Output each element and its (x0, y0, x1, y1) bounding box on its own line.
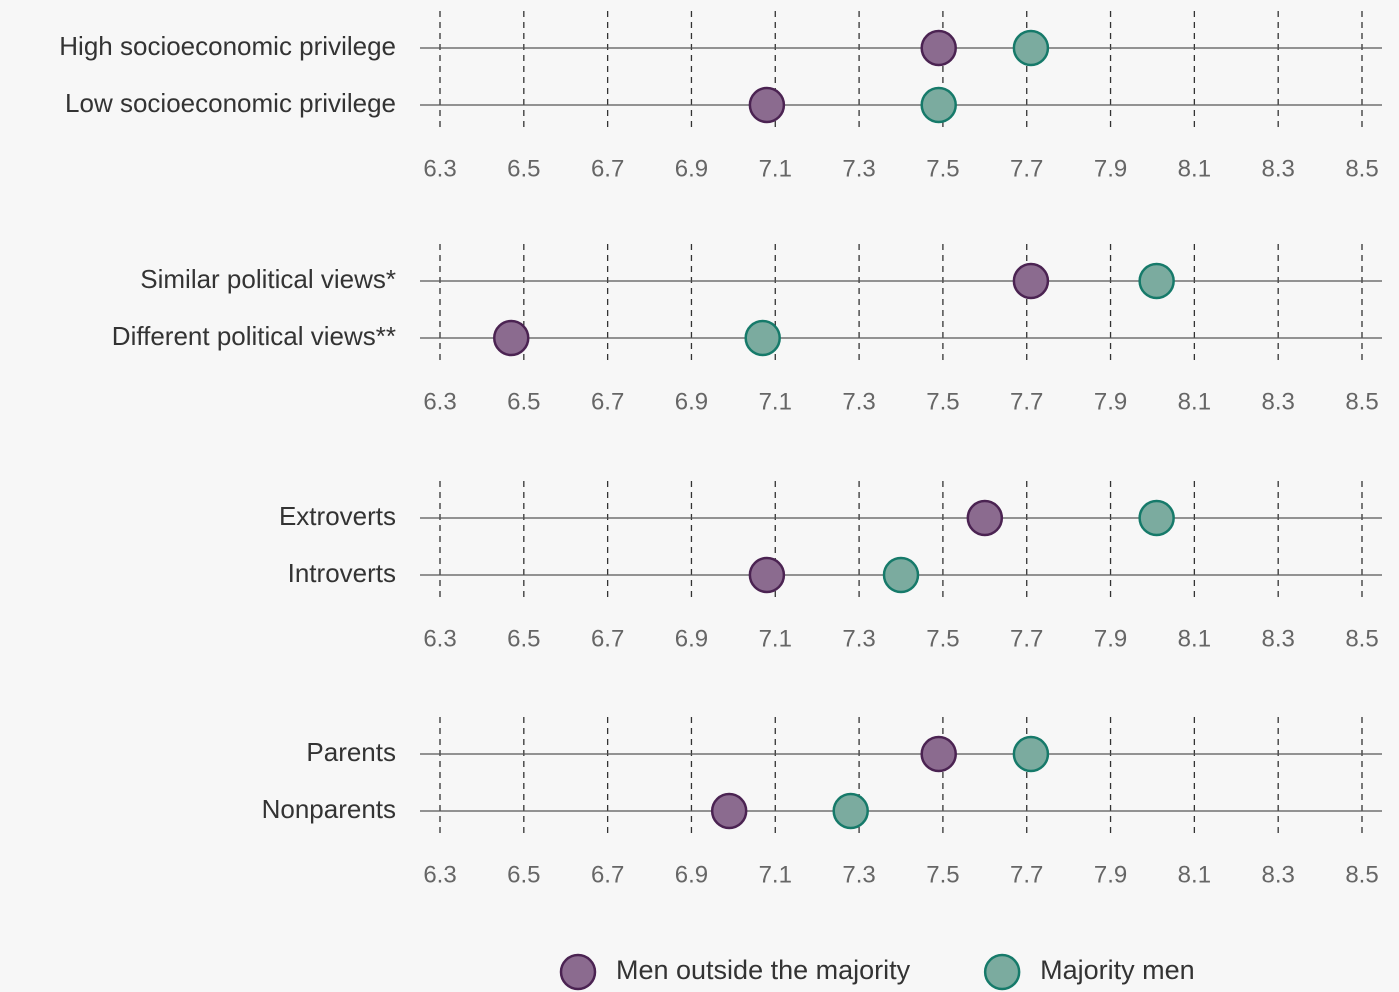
x-tick-label: 8.3 (1261, 861, 1294, 888)
dot (748, 86, 786, 124)
category-label: Low socioeconomic privilege (65, 88, 396, 118)
x-tick-label: 8.5 (1345, 388, 1378, 415)
dot (1138, 499, 1175, 537)
x-tick-label: 6.3 (423, 388, 456, 415)
category-label: Extroverts (279, 501, 396, 531)
legend-label: Men outside the majority (616, 955, 911, 985)
x-tick-label: 8.5 (1345, 861, 1378, 888)
dot (832, 792, 869, 830)
x-tick-label: 7.5 (926, 388, 959, 415)
dot (920, 735, 957, 773)
x-tick-label: 6.7 (591, 625, 624, 652)
x-tick-label: 8.5 (1345, 155, 1378, 182)
dot (1012, 29, 1050, 67)
x-tick-label: 8.5 (1345, 625, 1378, 652)
x-tick-label: 7.1 (759, 625, 792, 652)
category-label: Different political views** (112, 321, 396, 351)
x-tick-label: 8.1 (1178, 861, 1211, 888)
x-tick-label: 7.3 (842, 388, 875, 415)
x-tick-label: 6.7 (591, 861, 624, 888)
x-tick-label: 7.1 (759, 155, 792, 182)
x-tick-label: 6.7 (591, 155, 624, 182)
x-tick-label: 7.5 (926, 625, 959, 652)
x-tick-label: 6.5 (507, 155, 540, 182)
dot (1012, 735, 1050, 773)
x-tick-label: 7.3 (842, 155, 875, 182)
x-tick-label: 6.9 (675, 625, 708, 652)
x-tick-label: 7.7 (1010, 625, 1043, 652)
dot (966, 499, 1004, 537)
dot (920, 29, 957, 67)
x-tick-label: 6.9 (675, 155, 708, 182)
x-tick-label: 6.7 (591, 388, 624, 415)
dot (492, 319, 530, 357)
x-tick-label: 7.9 (1094, 155, 1127, 182)
category-label: Similar political views* (140, 264, 396, 294)
x-tick-label: 6.9 (675, 388, 708, 415)
x-tick-label: 8.3 (1261, 625, 1294, 652)
x-tick-label: 6.5 (507, 625, 540, 652)
x-tick-label: 7.9 (1094, 861, 1127, 888)
legend-label: Majority men (1040, 955, 1195, 985)
x-tick-label: 8.1 (1178, 625, 1211, 652)
x-tick-label: 8.3 (1261, 155, 1294, 182)
dot (1138, 262, 1175, 300)
x-tick-label: 7.1 (759, 861, 792, 888)
dot (744, 319, 781, 357)
category-label: Introverts (288, 558, 396, 588)
dot (920, 86, 957, 124)
x-tick-label: 7.3 (842, 861, 875, 888)
dot (710, 792, 748, 830)
x-tick-label: 8.1 (1178, 388, 1211, 415)
category-label: High socioeconomic privilege (59, 31, 396, 61)
x-tick-label: 6.5 (507, 861, 540, 888)
x-tick-label: 7.9 (1094, 625, 1127, 652)
x-tick-label: 6.3 (423, 625, 456, 652)
category-label: Parents (306, 737, 396, 767)
x-tick-label: 7.7 (1010, 388, 1043, 415)
dot (1012, 262, 1050, 300)
dot (748, 556, 786, 594)
x-tick-label: 7.1 (759, 388, 792, 415)
x-tick-label: 7.5 (926, 155, 959, 182)
x-tick-label: 7.9 (1094, 388, 1127, 415)
x-tick-label: 6.5 (507, 388, 540, 415)
category-label: Nonparents (262, 794, 396, 824)
x-tick-label: 6.9 (675, 861, 708, 888)
dot (882, 556, 920, 594)
x-tick-label: 8.3 (1261, 388, 1294, 415)
x-tick-label: 7.7 (1010, 861, 1043, 888)
x-tick-label: 6.3 (423, 861, 456, 888)
x-tick-label: 7.5 (926, 861, 959, 888)
x-tick-label: 6.3 (423, 155, 456, 182)
legend-marker (983, 953, 1021, 991)
x-tick-label: 8.1 (1178, 155, 1211, 182)
legend-marker (559, 953, 597, 991)
x-tick-label: 7.3 (842, 625, 875, 652)
x-tick-label: 7.7 (1010, 155, 1043, 182)
